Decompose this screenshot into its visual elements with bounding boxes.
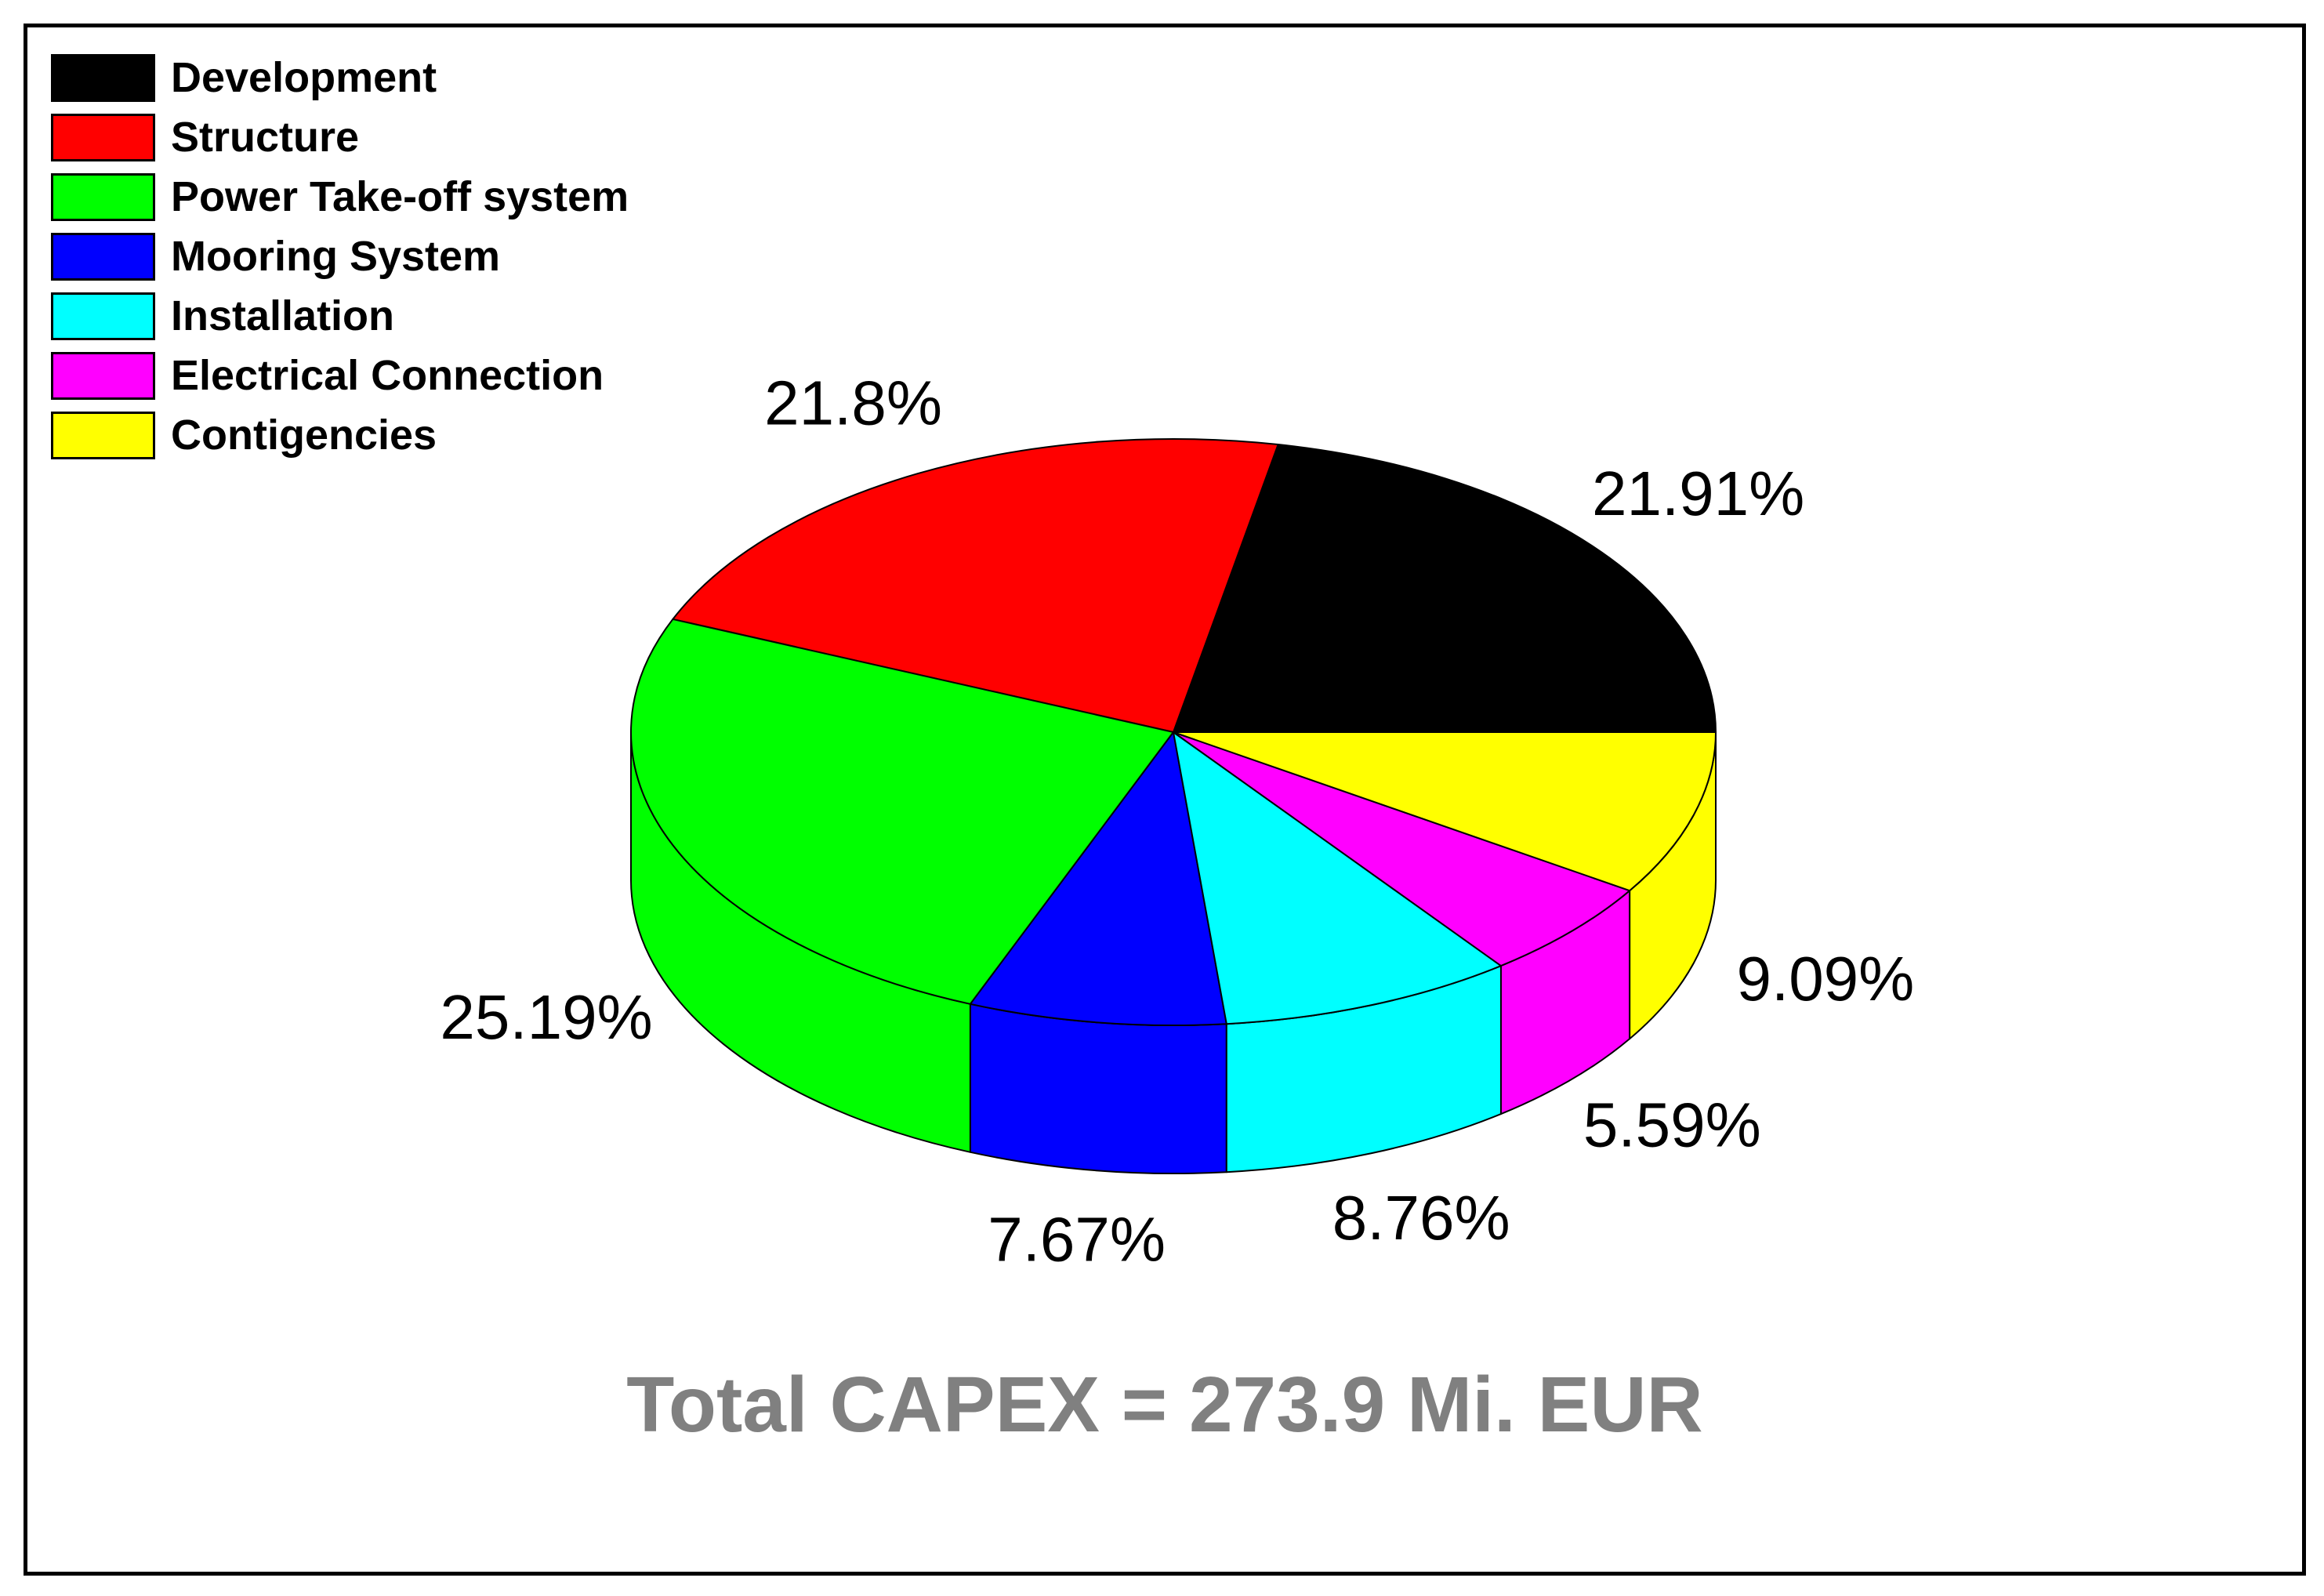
legend-label-installation: Installation bbox=[171, 292, 395, 339]
legend-swatch-installation bbox=[51, 292, 155, 340]
pie-slice-electrical-connection bbox=[1173, 731, 1631, 967]
legend: Development Structure Power Take-off sys… bbox=[51, 48, 629, 465]
legend-label-electrical-connection: Electrical Connection bbox=[171, 352, 604, 399]
legend-label-contigencies: Contigencies bbox=[171, 412, 437, 459]
chart-frame: 21.91% 21.8% 25.19% 7.67% 8.76% 5.59% 9.09% De… bbox=[24, 24, 2306, 1576]
legend-swatch-mooring-system bbox=[51, 232, 155, 281]
pie-label-structure: 21.8% bbox=[764, 368, 942, 437]
legend-label-structure: Structure bbox=[171, 114, 360, 161]
legend-item-structure: Structure bbox=[51, 107, 629, 167]
pie-side-mooring-system bbox=[969, 1003, 1227, 1174]
pie-label-electrical-connection: 5.59% bbox=[1583, 1090, 1761, 1160]
legend-label-mooring-system: Mooring System bbox=[171, 233, 501, 280]
pie-slice-contigencies bbox=[1173, 731, 1717, 892]
legend-item-contigencies: Contigencies bbox=[51, 405, 629, 465]
legend-item-installation: Installation bbox=[51, 286, 629, 346]
legend-label-power-take-off-system: Power Take-off system bbox=[171, 173, 629, 220]
pie-slice-structure bbox=[672, 438, 1279, 733]
pie-label-installation: 8.76% bbox=[1332, 1183, 1510, 1253]
pie-slice-development bbox=[1173, 444, 1717, 733]
pie-side-walls bbox=[630, 731, 1717, 1174]
legend-swatch-contigencies bbox=[51, 411, 155, 459]
pie-slice-mooring-system bbox=[969, 731, 1227, 1026]
pie-label-contigencies: 9.09% bbox=[1736, 944, 1914, 1014]
legend-swatch-development bbox=[51, 53, 155, 102]
pie-slice-installation bbox=[1173, 731, 1502, 1025]
legend-item-development: Development bbox=[51, 48, 629, 107]
legend-item-electrical-connection: Electrical Connection bbox=[51, 346, 629, 405]
legend-label-development: Development bbox=[171, 54, 437, 101]
legend-item-mooring-system: Mooring System bbox=[51, 227, 629, 286]
legend-swatch-electrical-connection bbox=[51, 351, 155, 400]
legend-item-power-take-off-system: Power Take-off system bbox=[51, 167, 629, 227]
pie-slice-power-take-off-system bbox=[630, 618, 1174, 1005]
pie-top-faces bbox=[630, 438, 1717, 1026]
pie-label-mooring-system: 7.67% bbox=[988, 1204, 1166, 1274]
legend-swatch-structure bbox=[51, 113, 155, 161]
pie-label-development: 21.91% bbox=[1592, 459, 1804, 528]
pie-label-power-take-off-system: 25.19% bbox=[440, 982, 652, 1052]
pie-chart: 21.91% 21.8% 25.19% 7.67% 8.76% 5.59% 9.09% bbox=[440, 368, 1914, 1274]
pie-value-labels: 21.91% 21.8% 25.19% 7.67% 8.76% 5.59% 9.09% bbox=[440, 368, 1914, 1274]
total-capex-annotation: Total CAPEX = 273.9 Mi. EUR bbox=[626, 1361, 1703, 1449]
legend-swatch-power-take-off-system bbox=[51, 172, 155, 221]
